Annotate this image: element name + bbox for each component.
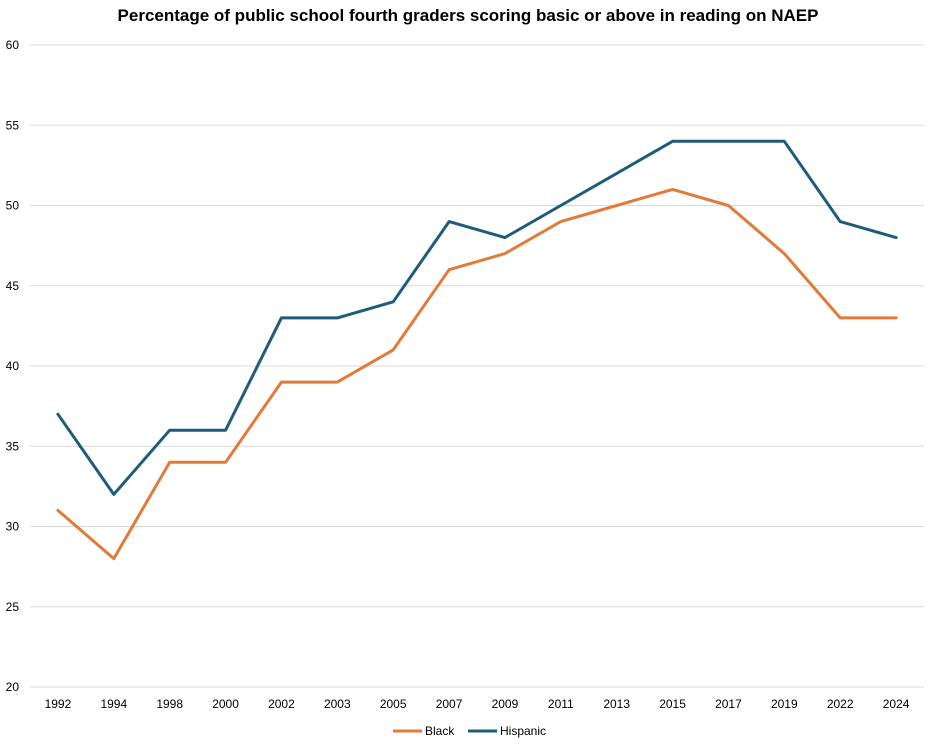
y-tick-label: 20 (6, 680, 20, 694)
x-tick-label: 2009 (492, 697, 519, 711)
series-line-hispanic (56, 139, 898, 496)
x-tick-label: 2005 (380, 697, 407, 711)
x-tick-label: 1992 (45, 697, 72, 711)
x-tick-label: 2000 (212, 697, 239, 711)
x-tick-label: 2002 (268, 697, 295, 711)
x-axis: 1992 1994 1998 2000 2002 2003 2005 2007 2009 2011… (45, 697, 910, 711)
x-tick-label: 2003 (324, 697, 351, 711)
x-tick-label: 2015 (659, 697, 686, 711)
x-tick-label: 2022 (827, 697, 854, 711)
legend: Black Hispanic (393, 724, 546, 738)
x-tick-label: 2019 (771, 697, 798, 711)
x-tick-label: 2013 (603, 697, 630, 711)
y-tick-label: 55 (6, 118, 20, 132)
y-tick-label: 40 (6, 359, 20, 373)
x-tick-label: 1994 (100, 697, 127, 711)
y-tick-label: 35 (6, 439, 20, 453)
y-tick-label: 30 (6, 520, 20, 534)
x-tick-label: 2017 (715, 697, 742, 711)
chart-title: Percentage of public school fourth grade… (118, 6, 819, 25)
x-tick-label: 2024 (883, 697, 910, 711)
gridlines (30, 44, 924, 688)
x-tick-label: 2007 (436, 697, 463, 711)
y-tick-label: 45 (6, 279, 20, 293)
y-tick-label: 50 (6, 199, 20, 213)
legend-label-hispanic: Hispanic (500, 724, 546, 738)
x-tick-label: 1998 (156, 697, 183, 711)
series-layer (56, 139, 898, 561)
series-line-black (56, 187, 898, 561)
legend-label-black: Black (425, 724, 455, 738)
y-tick-label: 60 (6, 38, 20, 52)
y-tick-label: 25 (6, 600, 20, 614)
y-axis: 20 25 30 35 40 45 50 55 60 (6, 38, 20, 694)
x-tick-label: 2011 (548, 697, 574, 711)
